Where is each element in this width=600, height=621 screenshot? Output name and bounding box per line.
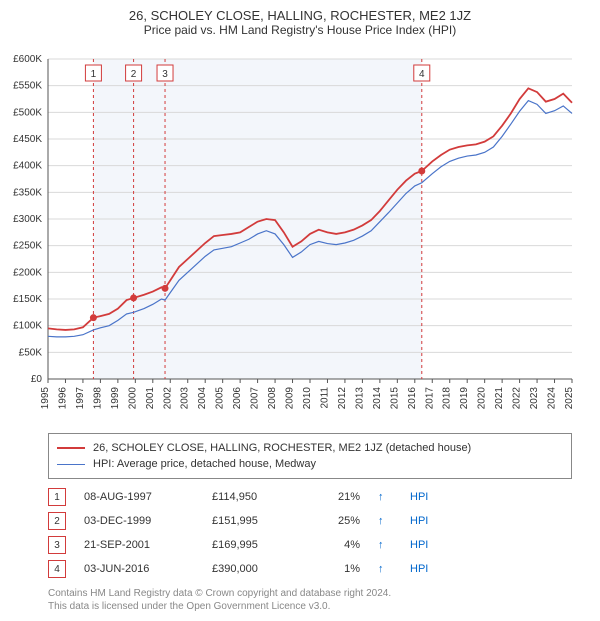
sale-pct: 21%: [310, 491, 360, 503]
sale-hpi-tag: HPI: [410, 515, 428, 527]
svg-text:4: 4: [419, 69, 425, 80]
sale-pct: 4%: [310, 539, 360, 551]
page-title: 26, SCHOLEY CLOSE, HALLING, ROCHESTER, M…: [0, 0, 600, 23]
svg-text:2006: 2006: [232, 387, 243, 410]
svg-text:2018: 2018: [442, 387, 453, 410]
sale-hpi-tag: HPI: [410, 563, 428, 575]
table-row: 4 03-JUN-2016 £390,000 1% ↑ HPI: [48, 557, 572, 581]
svg-text:1998: 1998: [92, 387, 103, 410]
svg-text:2016: 2016: [407, 387, 418, 410]
svg-text:2024: 2024: [547, 387, 558, 410]
svg-text:2013: 2013: [354, 387, 365, 410]
footnote: Contains HM Land Registry data © Crown c…: [48, 587, 572, 613]
svg-text:2020: 2020: [477, 387, 488, 410]
sales-table: 1 08-AUG-1997 £114,950 21% ↑ HPI 2 03-DEC-1999 £…: [48, 485, 572, 581]
svg-text:2012: 2012: [337, 387, 348, 410]
svg-text:1: 1: [91, 69, 97, 80]
arrow-up-icon: ↑: [378, 515, 392, 527]
svg-text:2001: 2001: [145, 387, 156, 410]
chart-svg: £0 £50K £100K £150K £200K £250K £300K £350K £400…: [0, 43, 600, 423]
arrow-up-icon: ↑: [378, 539, 392, 551]
sale-price: £169,995: [212, 539, 292, 551]
sale-hpi-tag: HPI: [410, 539, 428, 551]
sale-pct: 25%: [310, 515, 360, 527]
legend-swatch: [57, 464, 85, 465]
legend-item: HPI: Average price, detached house, Medw…: [57, 456, 563, 472]
svg-text:1995: 1995: [40, 387, 51, 410]
sale-date: 03-DEC-1999: [84, 515, 194, 527]
svg-text:2019: 2019: [459, 387, 470, 410]
footnote-line: Contains HM Land Registry data © Crown c…: [48, 587, 572, 600]
svg-text:1997: 1997: [75, 387, 86, 410]
svg-text:2000: 2000: [127, 387, 138, 410]
svg-text:1999: 1999: [110, 387, 121, 410]
table-row: 2 03-DEC-1999 £151,995 25% ↑ HPI: [48, 509, 572, 533]
svg-text:£600K: £600K: [13, 54, 42, 65]
svg-text:1996: 1996: [57, 387, 68, 410]
sale-date: 08-AUG-1997: [84, 491, 194, 503]
svg-text:2: 2: [131, 69, 137, 80]
arrow-up-icon: ↑: [378, 563, 392, 575]
svg-text:2023: 2023: [529, 387, 540, 410]
svg-text:2011: 2011: [319, 387, 330, 409]
svg-text:2005: 2005: [215, 387, 226, 410]
legend-label: HPI: Average price, detached house, Medw…: [93, 456, 316, 472]
sale-price: £114,950: [212, 491, 292, 503]
sale-date: 03-JUN-2016: [84, 563, 194, 575]
svg-text:2004: 2004: [197, 387, 208, 410]
page-subtitle: Price paid vs. HM Land Registry's House …: [0, 23, 600, 43]
sale-date: 21-SEP-2001: [84, 539, 194, 551]
footnote-line: This data is licensed under the Open Gov…: [48, 600, 572, 613]
sale-marker-badge: 4: [48, 560, 66, 578]
svg-text:£300K: £300K: [13, 214, 42, 225]
svg-text:2007: 2007: [250, 387, 261, 410]
svg-text:2025: 2025: [564, 387, 575, 410]
svg-text:2009: 2009: [285, 387, 296, 410]
svg-text:£400K: £400K: [13, 161, 42, 172]
svg-text:£0: £0: [31, 374, 43, 385]
svg-text:£450K: £450K: [13, 134, 42, 145]
arrow-up-icon: ↑: [378, 491, 392, 503]
svg-text:£550K: £550K: [13, 81, 42, 92]
legend-label: 26, SCHOLEY CLOSE, HALLING, ROCHESTER, M…: [93, 440, 471, 456]
sale-price: £151,995: [212, 515, 292, 527]
svg-text:2014: 2014: [372, 387, 383, 410]
svg-text:2010: 2010: [302, 387, 313, 410]
price-chart: £0 £50K £100K £150K £200K £250K £300K £350K £400…: [0, 43, 600, 423]
svg-text:2021: 2021: [494, 387, 505, 410]
svg-text:£100K: £100K: [13, 321, 42, 332]
sale-marker-badge: 2: [48, 512, 66, 530]
svg-text:2022: 2022: [512, 387, 523, 410]
svg-text:2008: 2008: [267, 387, 278, 410]
svg-text:2017: 2017: [424, 387, 435, 410]
svg-text:2015: 2015: [389, 387, 400, 410]
sale-hpi-tag: HPI: [410, 491, 428, 503]
svg-text:£500K: £500K: [13, 107, 42, 118]
svg-text:2003: 2003: [180, 387, 191, 410]
table-row: 3 21-SEP-2001 £169,995 4% ↑ HPI: [48, 533, 572, 557]
table-row: 1 08-AUG-1997 £114,950 21% ↑ HPI: [48, 485, 572, 509]
legend-swatch: [57, 447, 85, 449]
legend: 26, SCHOLEY CLOSE, HALLING, ROCHESTER, M…: [48, 433, 572, 479]
sale-pct: 1%: [310, 563, 360, 575]
legend-item: 26, SCHOLEY CLOSE, HALLING, ROCHESTER, M…: [57, 440, 563, 456]
svg-text:£200K: £200K: [13, 267, 42, 278]
svg-text:£50K: £50K: [19, 347, 43, 358]
svg-text:£350K: £350K: [13, 187, 42, 198]
svg-text:3: 3: [162, 69, 168, 80]
sale-marker-badge: 1: [48, 488, 66, 506]
svg-text:2002: 2002: [162, 387, 173, 410]
sale-price: £390,000: [212, 563, 292, 575]
sale-marker-badge: 3: [48, 536, 66, 554]
svg-text:£250K: £250K: [13, 241, 42, 252]
svg-text:£150K: £150K: [13, 294, 42, 305]
